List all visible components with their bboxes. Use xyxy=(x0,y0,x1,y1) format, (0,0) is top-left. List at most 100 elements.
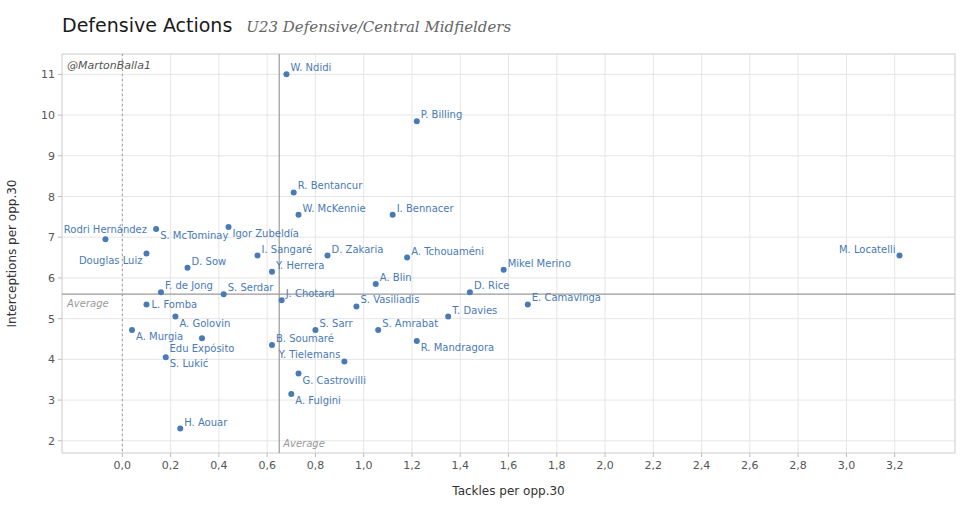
grid-line xyxy=(170,54,171,453)
tick xyxy=(58,440,62,441)
point-label: P. Billing xyxy=(421,109,463,120)
point-label: F. de Jong xyxy=(165,280,213,291)
point-label: W. McKennie xyxy=(303,203,366,214)
point-label: E. Camavinga xyxy=(532,292,601,303)
point xyxy=(177,426,183,432)
point-label: A. Golovin xyxy=(179,318,230,329)
tick xyxy=(411,453,412,457)
chart: 0,00,20,40,60,81,01,21,41,61,82,02,22,42… xyxy=(0,0,971,509)
tick xyxy=(605,453,606,457)
tick-label: 6 xyxy=(48,272,55,285)
point-label: I. Bennacer xyxy=(397,203,455,214)
tick xyxy=(846,453,847,457)
point-label: R. Mandragora xyxy=(421,342,494,353)
point xyxy=(158,289,164,295)
tick xyxy=(58,196,62,197)
grid-line xyxy=(749,54,750,453)
grid-line xyxy=(701,54,702,453)
tick-label: 2,6 xyxy=(741,459,759,472)
grid-line xyxy=(605,54,606,453)
tick xyxy=(749,453,750,457)
point-label: G. Castrovilli xyxy=(303,375,366,386)
tick xyxy=(58,155,62,156)
subtitle: U23 Defensive/Central Midfielders xyxy=(246,18,511,36)
point xyxy=(414,118,420,124)
tick-label: 1,6 xyxy=(500,459,518,472)
point-label: L. Fomba xyxy=(151,299,197,310)
point-label: T. Davies xyxy=(451,305,497,316)
point-label: Edu Expósito xyxy=(170,343,235,354)
grid-line xyxy=(556,54,557,453)
annotations: AverageAverage@MartonBalla1W. NdidiP. Bi… xyxy=(64,59,896,449)
point xyxy=(185,265,191,271)
tick xyxy=(653,453,654,457)
tick xyxy=(58,359,62,360)
point xyxy=(404,255,410,261)
grid-line xyxy=(798,54,799,453)
point-label: S. Sarr xyxy=(319,318,353,329)
grid-line xyxy=(62,74,955,75)
plot-area xyxy=(62,54,955,453)
point-label: D. Rice xyxy=(474,280,509,291)
grid-line xyxy=(62,400,955,401)
tick-label: 1,4 xyxy=(451,459,469,472)
tick xyxy=(267,453,268,457)
point-label: A. Blin xyxy=(380,272,412,283)
point-label: R. Bentancur xyxy=(298,180,364,191)
point xyxy=(296,371,302,377)
grid-line xyxy=(315,54,316,453)
point xyxy=(221,291,227,297)
tick-label: 9 xyxy=(48,150,55,163)
tick-label: 0,4 xyxy=(210,459,228,472)
point xyxy=(172,314,178,320)
point-label: S. Vasiliadis xyxy=(360,294,419,305)
point-label: Rodri Hernández xyxy=(64,224,147,235)
tick-label: 1,8 xyxy=(548,459,566,472)
tick xyxy=(508,453,509,457)
tick xyxy=(122,453,123,457)
grid-line xyxy=(122,54,123,453)
tick-label: 3,0 xyxy=(838,459,856,472)
y-axis-label: Interceptions per opp.30 xyxy=(5,180,19,328)
point xyxy=(283,71,289,77)
tick xyxy=(58,400,62,401)
point xyxy=(269,269,275,275)
grid-line xyxy=(508,54,509,453)
point-label: S. Amrabat xyxy=(382,318,438,329)
tick xyxy=(218,453,219,457)
tick xyxy=(460,453,461,457)
point xyxy=(129,327,135,333)
grid xyxy=(62,54,955,453)
tick-label: 11 xyxy=(41,68,55,81)
point-label: S. Serdar xyxy=(228,282,275,293)
tick-label: 10 xyxy=(41,109,55,122)
point xyxy=(324,253,330,259)
tick-label: 1,0 xyxy=(355,459,373,472)
tick-label: 8 xyxy=(48,191,55,204)
tick xyxy=(315,453,316,457)
point-label: B. Soumaré xyxy=(276,333,334,344)
point xyxy=(296,212,302,218)
tick-label: 0,6 xyxy=(258,459,276,472)
point-label: S. McTominay xyxy=(160,230,228,241)
tick xyxy=(58,237,62,238)
point xyxy=(390,212,396,218)
watermark: @MartonBalla1 xyxy=(67,59,151,72)
point xyxy=(163,354,169,360)
tick-label: 0,0 xyxy=(114,459,132,472)
point-label: M. Locatelli xyxy=(839,244,896,255)
tick xyxy=(556,453,557,457)
point xyxy=(288,391,294,397)
tick xyxy=(58,318,62,319)
tick xyxy=(170,453,171,457)
point-label: H. Aouar xyxy=(184,417,228,428)
point xyxy=(102,236,108,242)
point-label: D. Zakaria xyxy=(331,244,383,255)
reference-line xyxy=(122,54,123,453)
tick-label: 4 xyxy=(48,353,55,366)
point xyxy=(525,301,531,307)
tick xyxy=(798,453,799,457)
point-label: A. Fulgini xyxy=(295,395,341,406)
tick-label: 3 xyxy=(48,394,55,407)
tick xyxy=(58,74,62,75)
